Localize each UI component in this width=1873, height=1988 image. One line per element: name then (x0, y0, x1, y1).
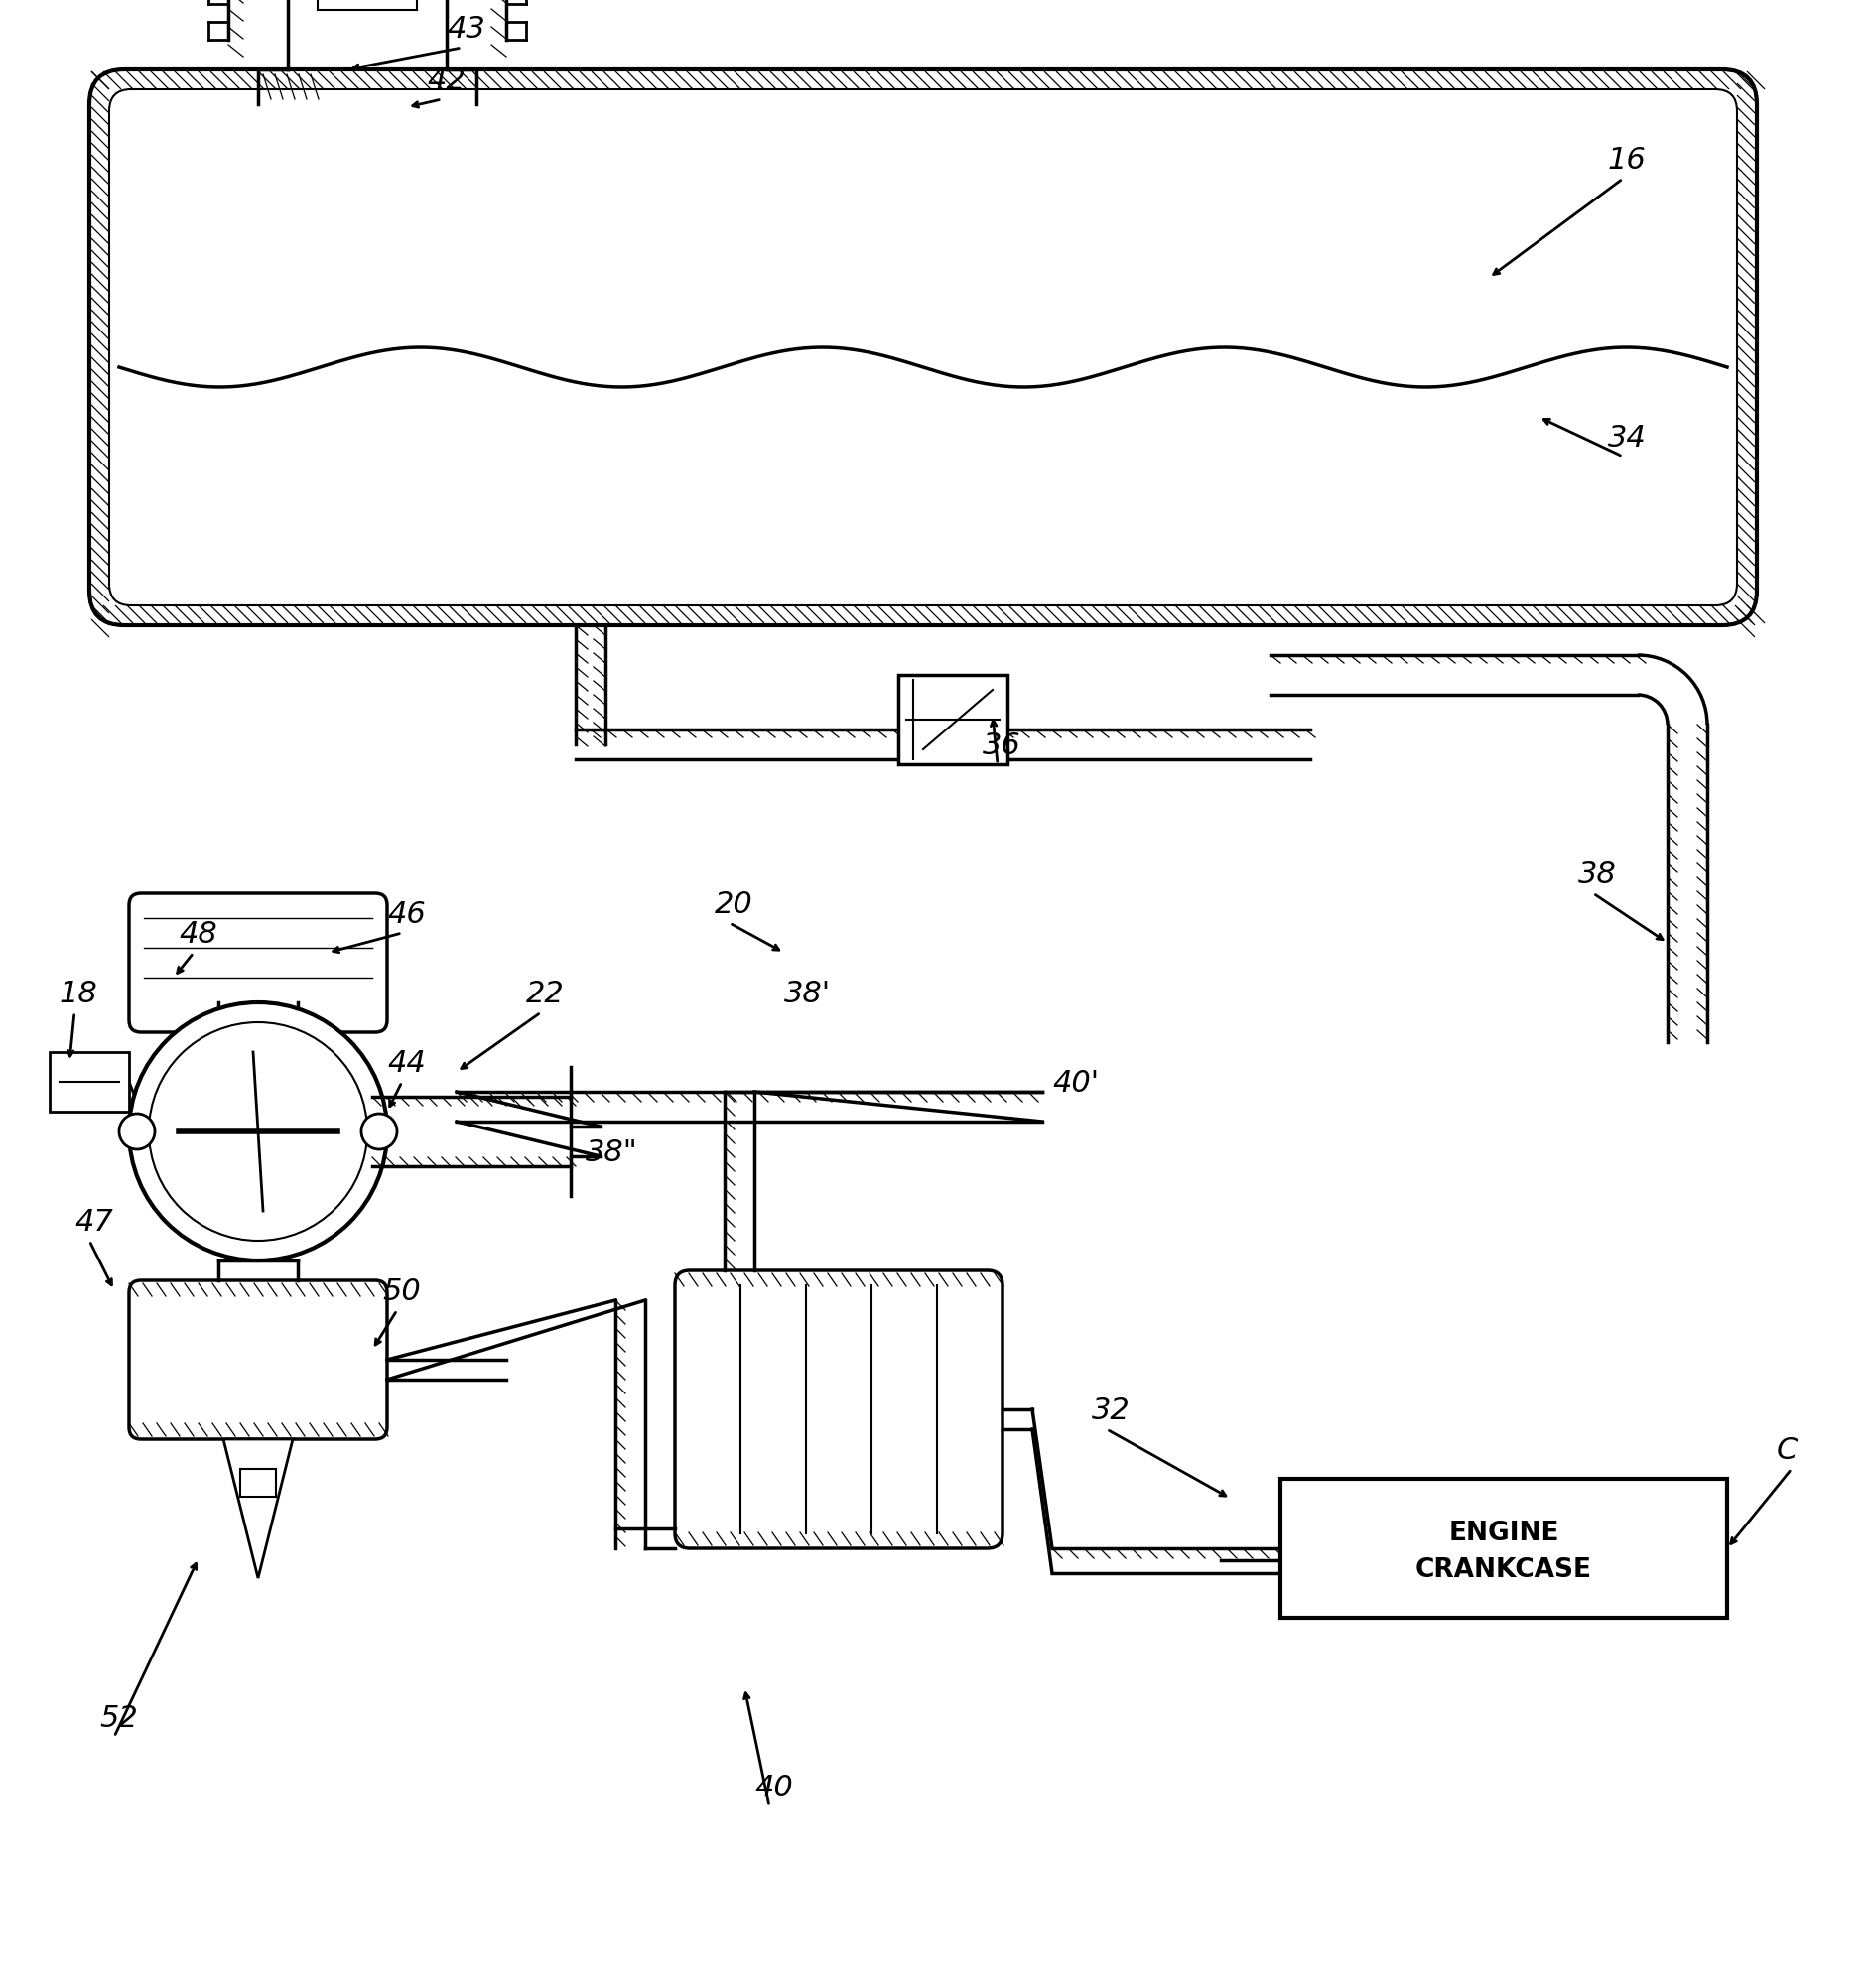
Circle shape (129, 1002, 388, 1260)
Polygon shape (49, 1052, 129, 1111)
FancyBboxPatch shape (674, 1270, 1002, 1549)
Text: 50: 50 (382, 1278, 421, 1306)
Text: 38': 38' (785, 980, 832, 1008)
Text: 34: 34 (1609, 423, 1646, 453)
Bar (240, 1469, 275, 1497)
FancyBboxPatch shape (129, 1280, 388, 1439)
Text: 16: 16 (1609, 145, 1646, 175)
Text: 42: 42 (427, 66, 465, 95)
Text: 38: 38 (1579, 861, 1616, 889)
Text: 36: 36 (983, 732, 1021, 759)
Text: 48: 48 (178, 920, 217, 948)
Text: 32: 32 (1092, 1396, 1129, 1425)
Text: 40': 40' (1053, 1070, 1099, 1097)
Polygon shape (223, 1439, 292, 1578)
FancyBboxPatch shape (129, 893, 388, 1032)
Text: ENGINE: ENGINE (1448, 1521, 1558, 1547)
Bar (899, 674, 1008, 763)
Text: 38": 38" (586, 1139, 639, 1167)
Circle shape (361, 1113, 397, 1149)
Text: 22: 22 (526, 980, 564, 1008)
Text: 20: 20 (715, 891, 753, 918)
Text: 43: 43 (446, 14, 485, 44)
Text: 46: 46 (388, 901, 425, 928)
Text: 44: 44 (388, 1050, 425, 1077)
Text: C: C (1777, 1435, 1798, 1465)
Bar (1281, 1479, 1727, 1618)
Text: 40: 40 (755, 1773, 792, 1803)
FancyBboxPatch shape (90, 70, 1757, 626)
Text: 47: 47 (75, 1209, 112, 1237)
Text: 52: 52 (99, 1704, 139, 1734)
Circle shape (120, 1113, 155, 1149)
Text: CRANKCASE: CRANKCASE (1416, 1557, 1592, 1582)
Text: 18: 18 (60, 980, 97, 1008)
FancyBboxPatch shape (109, 89, 1736, 606)
